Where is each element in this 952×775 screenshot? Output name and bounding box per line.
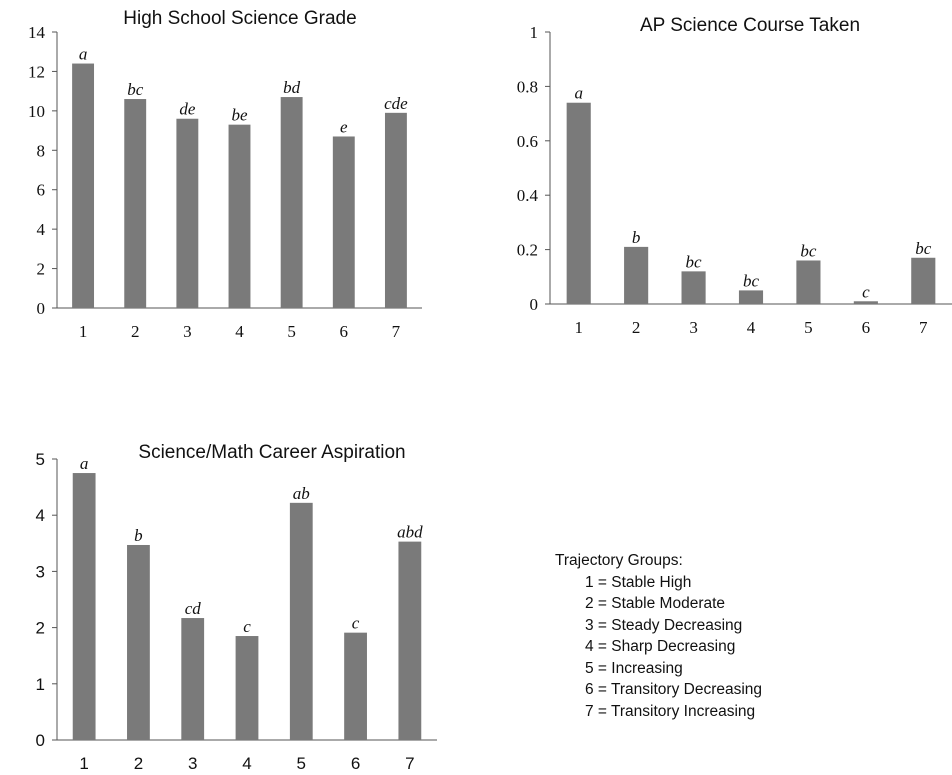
x-tick-label: 1 bbox=[79, 322, 88, 341]
x-tick-label: 7 bbox=[405, 754, 414, 773]
x-tick-label: 4 bbox=[235, 322, 244, 341]
y-tick-label: 4 bbox=[37, 220, 46, 239]
y-tick-label: 0.8 bbox=[517, 77, 538, 96]
bar-group-6 bbox=[853, 301, 878, 304]
x-tick-label: 5 bbox=[297, 754, 306, 773]
legend-item-1: 1 = Stable High bbox=[585, 573, 692, 591]
bar-group-6 bbox=[344, 632, 367, 740]
bar-significance-label: b bbox=[134, 526, 143, 545]
bar-group-1 bbox=[566, 102, 591, 304]
bar-group-7 bbox=[911, 257, 936, 304]
y-tick-label: 0.6 bbox=[517, 132, 538, 151]
bar-group-5 bbox=[796, 260, 821, 304]
bar-significance-label: e bbox=[340, 117, 348, 136]
x-tick-label: 3 bbox=[183, 322, 192, 341]
bar-significance-label: be bbox=[231, 106, 248, 125]
y-tick-label: 2 bbox=[36, 619, 45, 638]
bar-group-5 bbox=[280, 97, 303, 308]
x-tick-label: 3 bbox=[689, 318, 698, 337]
bar-significance-label: bc bbox=[686, 252, 703, 271]
bar-significance-label: bd bbox=[283, 78, 301, 97]
x-tick-label: 6 bbox=[340, 322, 349, 341]
y-tick-label: 0.4 bbox=[517, 186, 539, 205]
legend-item-7: 7 = Transitory Increasing bbox=[585, 702, 756, 720]
y-tick-label: 0 bbox=[36, 731, 45, 750]
bar-group-5 bbox=[289, 502, 313, 740]
y-tick-label: 3 bbox=[36, 562, 45, 581]
chart-title: High School Science Grade bbox=[123, 8, 356, 29]
x-tick-label: 5 bbox=[287, 322, 296, 341]
y-tick-label: 1 bbox=[36, 675, 45, 694]
bar-significance-label: a bbox=[80, 454, 89, 473]
bar-group-2 bbox=[124, 99, 147, 309]
bar-significance-label: c bbox=[862, 282, 870, 301]
y-tick-label: 0 bbox=[37, 299, 46, 318]
bar-significance-label: bc bbox=[743, 271, 760, 290]
x-tick-label: 3 bbox=[188, 754, 197, 773]
x-tick-label: 6 bbox=[351, 754, 360, 773]
x-tick-label: 1 bbox=[79, 754, 88, 773]
x-tick-label: 7 bbox=[919, 318, 928, 337]
x-tick-label: 4 bbox=[242, 754, 251, 773]
bar-significance-label: abd bbox=[397, 523, 423, 542]
x-tick-label: 2 bbox=[131, 322, 140, 341]
bar-significance-label: c bbox=[243, 617, 251, 636]
y-tick-label: 12 bbox=[28, 62, 45, 81]
bar-group-1 bbox=[72, 63, 95, 308]
bar-significance-label: bc bbox=[915, 239, 932, 258]
bar-group-2 bbox=[127, 544, 150, 740]
y-tick-label: 2 bbox=[37, 260, 46, 279]
y-tick-label: 8 bbox=[37, 141, 46, 160]
bar-significance-label: a bbox=[79, 45, 88, 64]
legend-item-2: 2 = Stable Moderate bbox=[585, 595, 726, 612]
bar-significance-label: de bbox=[179, 100, 196, 119]
y-tick-label: 6 bbox=[37, 181, 46, 200]
bar-significance-label: c bbox=[352, 614, 360, 633]
bar-group-6 bbox=[332, 136, 355, 308]
bar-significance-label: bc bbox=[800, 241, 817, 260]
bar-group-2 bbox=[624, 246, 649, 304]
y-tick-label: 5 bbox=[36, 450, 45, 469]
bar-group-7 bbox=[384, 112, 407, 308]
y-tick-label: 0.2 bbox=[517, 241, 538, 260]
bar-significance-label: cd bbox=[185, 599, 202, 618]
bar-group-1 bbox=[72, 473, 96, 740]
bar-significance-label: cde bbox=[384, 94, 408, 113]
chart-1: High School Science Grade 0 2 4 6 8 10 12 14 a 1 bc… bbox=[28, 8, 422, 341]
legend-title: Trajectory Groups: bbox=[555, 552, 683, 569]
bar-group-4 bbox=[738, 290, 764, 304]
legend-item-3: 3 = Steady Decreasing bbox=[585, 616, 743, 634]
bar-significance-label: ab bbox=[293, 484, 310, 503]
bar-significance-label: b bbox=[632, 228, 641, 247]
x-tick-label: 5 bbox=[804, 318, 813, 337]
y-tick-label: 1 bbox=[530, 23, 539, 42]
chart-3: Science/Math Career Aspiration 0 1 2 3 4 5 a 1 b 2… bbox=[36, 442, 437, 773]
bar-group-3 bbox=[681, 271, 706, 304]
bar-group-3 bbox=[176, 118, 199, 308]
y-tick-label: 4 bbox=[36, 506, 45, 525]
bar-group-3 bbox=[181, 618, 205, 740]
x-tick-label: 7 bbox=[392, 322, 401, 341]
y-tick-label: 0 bbox=[530, 295, 539, 314]
bar-group-4 bbox=[228, 124, 251, 309]
x-tick-label: 1 bbox=[574, 318, 583, 337]
y-tick-label: 10 bbox=[28, 102, 45, 121]
legend-item-6: 6 = Transitory Decreasing bbox=[585, 681, 763, 698]
legend-item-5: 5 = Increasing bbox=[585, 659, 683, 677]
trajectory-legend: Trajectory Groups: 1 = Stable High 2 = S… bbox=[555, 550, 762, 722]
legend-item-4: 4 = Sharp Decreasing bbox=[585, 638, 736, 655]
x-tick-label: 4 bbox=[747, 318, 756, 337]
bar-group-4 bbox=[235, 636, 259, 740]
bar-group-7 bbox=[398, 541, 422, 740]
chart-title: AP Science Course Taken bbox=[640, 15, 860, 36]
x-tick-label: 6 bbox=[862, 318, 871, 337]
bar-significance-label: bc bbox=[127, 80, 144, 99]
x-tick-label: 2 bbox=[632, 318, 641, 337]
chart-title: Science/Math Career Aspiration bbox=[138, 442, 405, 463]
y-tick-label: 14 bbox=[28, 23, 46, 42]
chart-2: AP Science Course Taken 0 0.2 0.4 0.6 0.8 1 a 1 b… bbox=[517, 15, 952, 337]
x-tick-label: 2 bbox=[134, 754, 143, 773]
bar-significance-label: a bbox=[574, 84, 583, 103]
